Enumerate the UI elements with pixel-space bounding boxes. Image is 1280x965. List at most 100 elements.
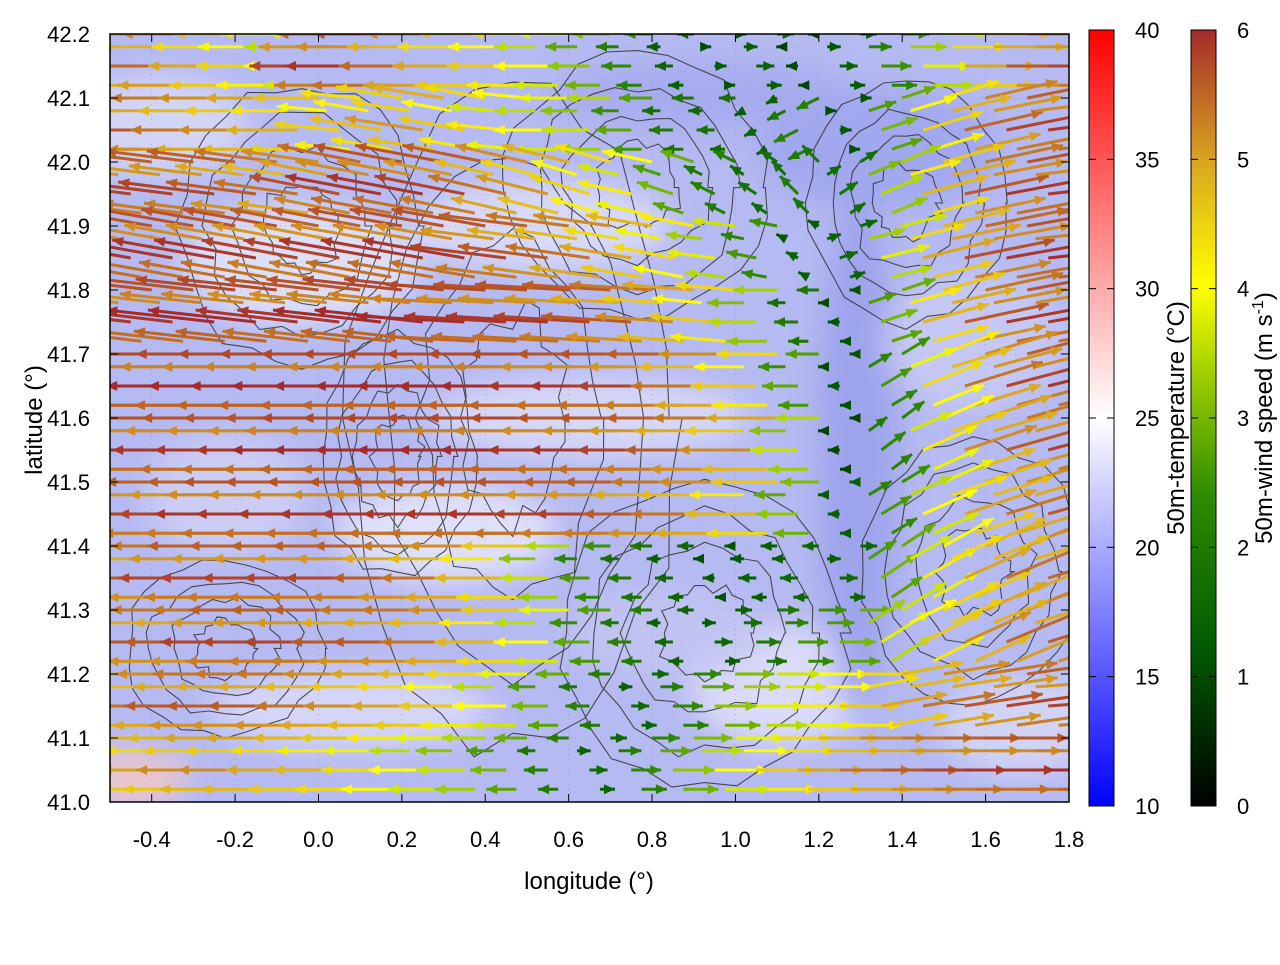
wind-vector [711,400,767,411]
wind-vector [466,745,494,756]
wind-vector-head [574,592,586,603]
wind-vector [1047,506,1069,516]
wind-vector [951,598,1004,625]
wind-vector-head [751,203,764,214]
wind-vector [110,318,131,324]
wind-vector-head [749,217,762,228]
wind-vector [197,41,244,52]
wind-vector [891,516,918,535]
wind-vector-head [523,765,535,775]
wind-vector-head [825,105,837,116]
wind-vector-head [669,332,681,343]
wind-vector-head [900,454,912,465]
colorbar-tick-label: 15 [1135,665,1159,690]
wind-vector [714,637,733,647]
wind-vector-head [1070,512,1082,522]
wind-vector-head [212,617,224,628]
wind-vector-head [227,656,239,667]
wind-vector [756,637,781,647]
wind-vector-head [721,637,733,647]
wind-vector-head [1118,716,1129,726]
wind-vector-head [1046,674,1058,685]
wind-vector-head [224,275,237,286]
wind-vector-head [291,489,302,500]
wind-vector-head [788,149,801,160]
wind-vector-shaft [881,692,948,708]
wind-vector [457,293,536,305]
wind-vector [416,293,494,305]
wind-vector [450,195,517,215]
wind-vector-head [434,784,446,795]
wind-vector-head [110,413,111,423]
wind-vector-head [221,34,233,39]
wind-vector-head [302,275,314,286]
wind-vector-head [349,206,362,217]
wind-vector [901,212,947,228]
y-tick-label: 41.7 [47,342,90,367]
wind-vector-head [610,477,622,487]
wind-vector [630,605,652,615]
wind-vector-head [367,135,380,146]
wind-vector-head [604,784,615,795]
wind-vector-shaft [1035,233,1069,241]
wind-vector [751,592,767,603]
wind-vector-head [92,106,103,116]
wind-vector-head [244,425,256,436]
wind-vector-head [457,293,470,304]
wind-vector [750,201,768,215]
wind-vector-head [177,275,189,286]
wind-vector [792,197,810,215]
wind-vector-head [987,331,1000,341]
wind-vector-head [702,573,714,583]
wind-vector-head [1037,173,1049,184]
wind-vector-head [771,553,783,564]
wind-vector-head [252,733,264,743]
wind-vector-head [558,349,570,359]
wind-vector [774,317,798,327]
wind-vector-head [829,553,841,564]
wind-vector-head [136,765,148,775]
wind-vector [859,149,878,164]
wind-vector-head [633,164,645,174]
wind-vectors [92,34,1158,795]
wind-vector [734,106,747,117]
wind-vector-head [331,136,343,146]
wind-vector-head [528,720,539,731]
wind-vector-shaft [110,270,142,279]
wind-vector-head [965,489,978,499]
wind-vector [839,573,858,583]
wind-vector [827,381,840,391]
wind-vector-head [540,105,552,116]
wind-vector-head [910,329,922,340]
wind-vector-head [384,464,396,475]
wind-vector-head [550,294,562,304]
wind-vector [368,765,423,775]
wind-vector-head [388,617,400,628]
wind-vector-shaft [402,143,486,164]
wind-vector-head [255,701,267,711]
wind-vector-head [389,528,401,539]
wind-vector-head [177,765,189,775]
wind-vector [211,222,286,241]
wind-vector [943,581,1000,612]
wind-vector-head [404,656,416,667]
wind-vector-head [602,464,614,475]
wind-vector-head [273,381,284,391]
wind-vector-shaft [952,223,1021,241]
wind-vector-head [322,745,334,756]
wind-vector-head [802,541,814,551]
wind-vector-head [636,180,649,191]
wind-vector-head [511,701,523,711]
wind-vector-shaft [227,260,309,279]
wind-vector-head [182,206,195,217]
wind-vector [648,125,673,135]
wind-vector-head [197,41,209,52]
wind-vector-head [335,83,348,94]
wind-label-end: ) [1251,292,1278,300]
wind-vector [354,142,444,164]
wind-vector-head [1146,83,1158,93]
wind-vector-head [453,361,465,372]
wind-vector-shaft [249,292,327,305]
wind-vector-head [430,528,442,539]
